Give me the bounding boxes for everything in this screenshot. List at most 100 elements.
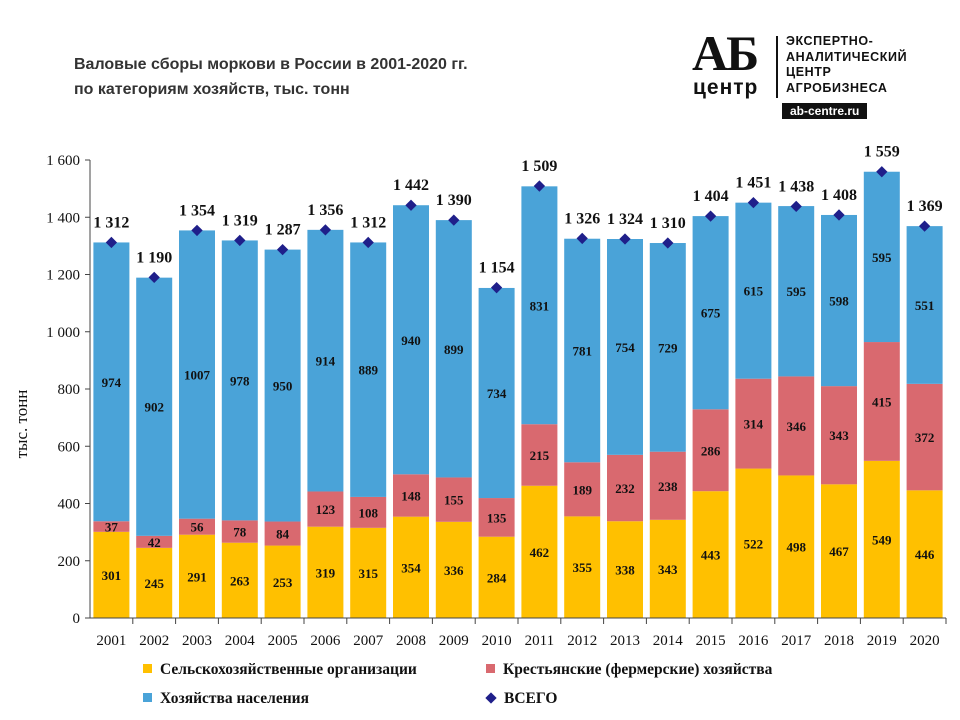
y-tick-label: 600: [58, 439, 81, 455]
data-label-farm-2001: 37: [105, 520, 119, 535]
legend-swatch-farm: [486, 664, 495, 673]
bar-farm-2003: [179, 518, 215, 535]
total-marker-2018: [833, 209, 845, 221]
x-tick-label: 2014: [653, 633, 684, 649]
bars: [93, 171, 943, 618]
data-label-farm-2015: 286: [701, 443, 721, 458]
total-label-2010: 1 154: [479, 260, 515, 277]
bar-farm-2002: [136, 535, 173, 548]
x-tick-label: 2019: [867, 633, 897, 649]
total-label-2005: 1 287: [265, 222, 301, 239]
legend-swatch-agri: [143, 664, 152, 673]
data-label-house-2019: 595: [872, 250, 892, 265]
bar-farm-2010: [478, 498, 515, 537]
data-label-farm-2019: 415: [872, 394, 892, 409]
logo-text-line-2: АНАЛИТИЧЕСКИЙ: [786, 49, 908, 64]
y-tick-label: 400: [58, 497, 81, 513]
total-label-2020: 1 369: [907, 198, 943, 215]
total-label-2006: 1 356: [307, 202, 343, 219]
y-tick-label: 0: [73, 611, 81, 627]
total-marker-2004: [234, 234, 246, 247]
x-tick-label: 2012: [567, 633, 597, 649]
bar-house-2019: [863, 171, 900, 343]
chart-title-line-2: по категориям хозяйств, тыс. тонн: [74, 81, 350, 98]
data-label-agri-2012: 355: [572, 560, 592, 575]
bar-agri-2006: [307, 526, 344, 618]
total-label-2016: 1 451: [735, 175, 771, 192]
data-label-farm-2002: 42: [148, 535, 161, 550]
data-label-house-2003: 1007: [184, 368, 211, 383]
bar-house-2017: [778, 206, 815, 377]
data-label-agri-2017: 498: [786, 540, 806, 555]
total-marker-2012: [576, 232, 588, 245]
bar-farm-2014: [649, 451, 686, 520]
chart-title-line-1: Валовые сборы моркови в России в 2001-20…: [74, 56, 468, 73]
logo-text-line-4: АГРОБИЗНЕСА: [786, 80, 888, 95]
data-label-agri-2019: 549: [872, 532, 892, 547]
bar-house-2012: [564, 238, 601, 463]
data-label-agri-2010: 284: [487, 570, 507, 585]
x-tick-label: 2013: [610, 633, 640, 649]
bar-house-2001: [93, 242, 130, 522]
bar-farm-2005: [264, 521, 301, 546]
y-axis-label: тыс. тонн: [12, 390, 31, 459]
bar-house-2008: [393, 205, 429, 475]
total-marker-2020: [918, 220, 931, 232]
logo-website: ab-centre.ru: [782, 103, 868, 119]
data-label-agri-2006: 319: [316, 565, 336, 580]
data-label-house-2011: 831: [530, 298, 550, 313]
bar-agri-2012: [564, 516, 601, 618]
data-label-agri-2011: 462: [530, 545, 550, 560]
bar-agri-2002: [136, 547, 173, 618]
legend-item-total: ВСЕГО: [485, 690, 557, 708]
total-label-2007: 1 312: [350, 214, 386, 231]
total-marker-2013: [619, 233, 631, 245]
bar-house-2016: [735, 202, 772, 379]
x-tick-label: 2010: [482, 633, 512, 649]
logo-mark: АБ центр: [690, 25, 776, 102]
data-label-house-2009: 899: [444, 342, 464, 357]
bar-house-2014: [649, 243, 686, 452]
total-label-2015: 1 404: [693, 188, 729, 205]
y-tick-label: 1 000: [46, 325, 80, 341]
data-label-farm-2010: 135: [487, 510, 507, 525]
data-label-farm-2018: 343: [829, 428, 849, 443]
bar-farm-2019: [863, 342, 900, 461]
bar-farm-2016: [735, 378, 772, 469]
bar-farm-2008: [393, 474, 429, 517]
data-label-house-2004: 978: [230, 373, 250, 388]
bar-agri-2020: [906, 490, 943, 618]
total-marker-2006: [319, 224, 332, 236]
x-tick-label: 2018: [824, 633, 854, 649]
bar-house-2010: [478, 287, 515, 499]
data-label-farm-2006: 123: [316, 502, 336, 517]
bar-farm-2001: [93, 521, 130, 532]
data-label-agri-2013: 338: [615, 563, 635, 578]
data-label-farm-2014: 238: [658, 479, 678, 494]
x-tick-label: 2020: [910, 633, 940, 649]
ab-centre-logo: АБ центр ЭКСПЕРТНО- АНАЛИТИЧЕСКИЙ ЦЕНТР …: [690, 25, 940, 122]
legend-swatch-house: [143, 693, 152, 702]
data-label-agri-2007: 315: [358, 566, 378, 581]
bar-agri-2005: [264, 545, 301, 618]
bar-house-2009: [435, 220, 472, 478]
total-label-2004: 1 319: [222, 212, 258, 229]
chart-title: Валовые сборы моркови в России в 2001-20…: [74, 52, 468, 102]
tick-labels: 0 200 400 600 800 1 000 1 200 1 400 1 600 2001 200…: [46, 153, 939, 649]
bar-house-2004: [221, 240, 258, 521]
logo-center-word: центр: [693, 76, 759, 99]
bar-farm-2013: [607, 454, 643, 522]
bar-farm-2006: [307, 491, 344, 527]
data-label-house-2013: 754: [615, 340, 635, 355]
total-marker-2009: [448, 214, 460, 226]
total-label-2011: 1 509: [521, 158, 557, 175]
data-label-farm-2004: 78: [233, 525, 247, 540]
bar-house-2015: [692, 216, 729, 410]
data-label-farm-2011: 215: [530, 448, 550, 463]
x-tick-label: 2015: [696, 633, 726, 649]
bar-house-2002: [136, 277, 173, 536]
bar-farm-2009: [435, 477, 472, 522]
legend-item-agri: Сельскохозяйственные организации: [143, 661, 417, 679]
x-tick-label: 2008: [396, 633, 426, 649]
